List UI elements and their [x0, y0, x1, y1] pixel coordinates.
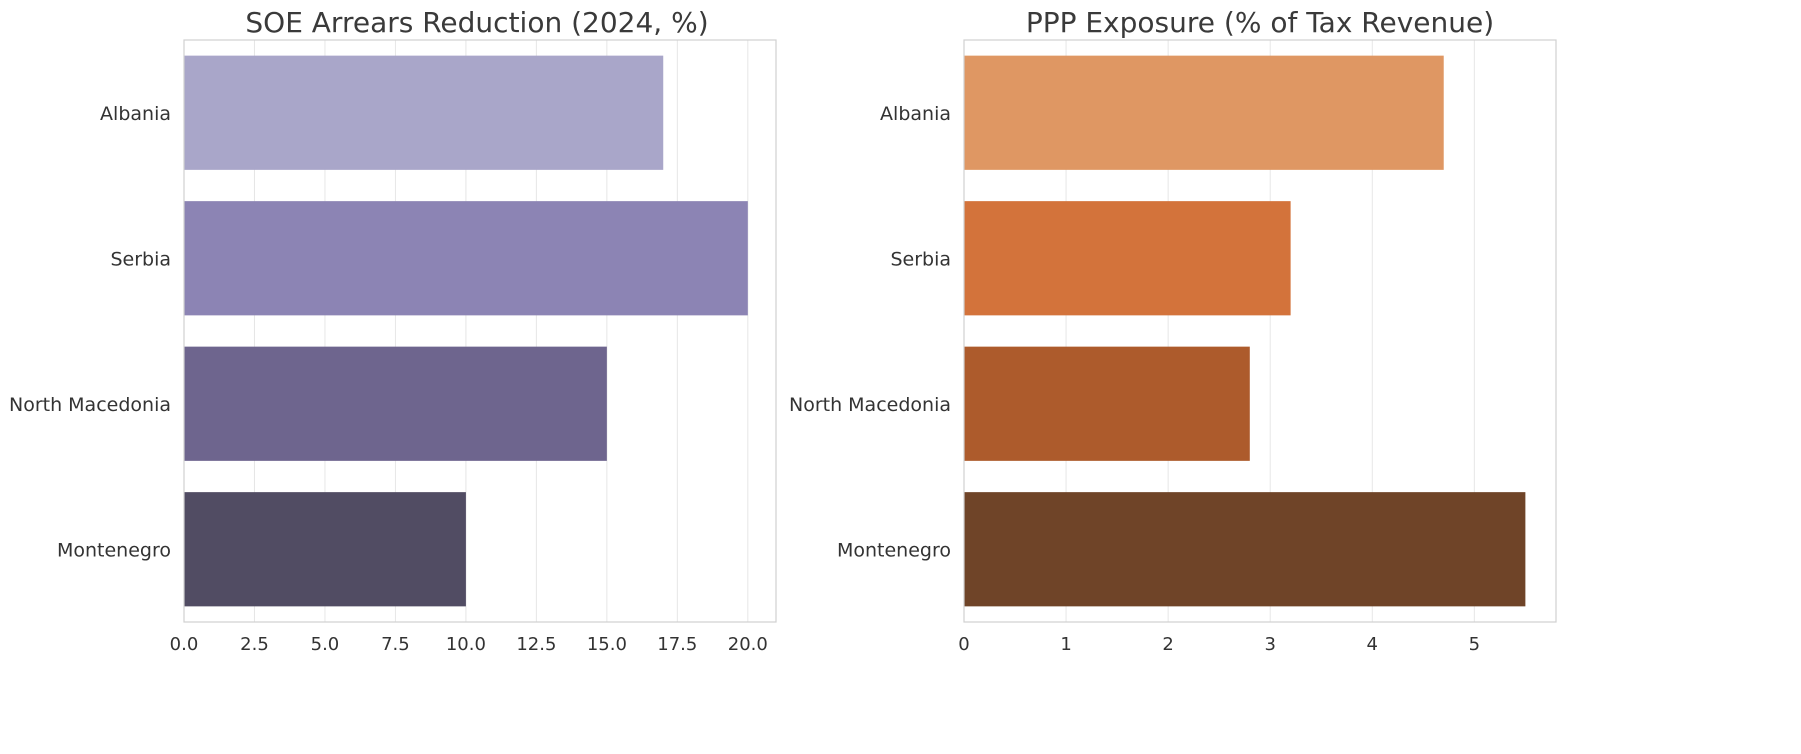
left-chart-bars: [184, 55, 748, 607]
x-tick-label: 12.5: [516, 634, 556, 655]
y-tick-label: Serbia: [110, 248, 171, 270]
bar-north-macedonia: [964, 346, 1250, 461]
bar-serbia: [184, 201, 748, 316]
y-tick-label: Albania: [100, 103, 171, 125]
left-chart-frame: [183, 39, 777, 623]
right-chart-frame: [963, 39, 1557, 623]
x-tick-label: 4: [1367, 634, 1378, 655]
left-chart-x-tick-labels: 0.0 2.5 5.0 7.5 10.0 12.5 15.0 17.5 20.0: [170, 634, 768, 655]
right-chart-bars: [964, 55, 1526, 607]
bar-montenegro: [964, 492, 1526, 607]
x-tick-label: 0.0: [170, 634, 199, 655]
bar-albania: [184, 55, 664, 170]
x-tick-label: 5.0: [311, 634, 340, 655]
right-chart-title: PPP Exposure (% of Tax Revenue): [1026, 6, 1494, 39]
x-tick-label: 2: [1162, 634, 1173, 655]
x-tick-label: 0: [958, 634, 969, 655]
x-tick-label: 15.0: [587, 634, 627, 655]
y-tick-label: Montenegro: [837, 539, 951, 561]
left-chart: SOE Arrears Reduction (2024, %) Albania S…: [9, 6, 777, 655]
y-tick-label: Albania: [880, 103, 951, 125]
bar-serbia: [964, 201, 1291, 316]
y-tick-label: North Macedonia: [789, 394, 951, 416]
x-tick-label: 1: [1060, 634, 1071, 655]
right-chart: PPP Exposure (% of Tax Revenue) Albania S…: [789, 6, 1557, 655]
right-chart-y-tick-labels: Albania Serbia North Macedonia Montenegro: [789, 103, 951, 562]
left-chart-y-tick-labels: Albania Serbia North Macedonia Montenegro: [9, 103, 171, 562]
bar-montenegro: [184, 492, 466, 607]
y-tick-label: Serbia: [890, 248, 951, 270]
bar-north-macedonia: [184, 346, 607, 461]
x-tick-label: 3: [1264, 634, 1275, 655]
left-chart-title: SOE Arrears Reduction (2024, %): [245, 6, 708, 39]
x-tick-label: 20.0: [728, 634, 768, 655]
bar-albania: [964, 55, 1444, 170]
x-tick-label: 10.0: [446, 634, 486, 655]
x-tick-label: 5: [1469, 634, 1480, 655]
x-tick-label: 2.5: [240, 634, 269, 655]
y-tick-label: Montenegro: [57, 539, 171, 561]
right-chart-x-tick-labels: 0 1 2 3 4 5: [958, 634, 1480, 655]
x-tick-label: 17.5: [657, 634, 697, 655]
y-tick-label: North Macedonia: [9, 394, 171, 416]
x-tick-label: 7.5: [381, 634, 410, 655]
